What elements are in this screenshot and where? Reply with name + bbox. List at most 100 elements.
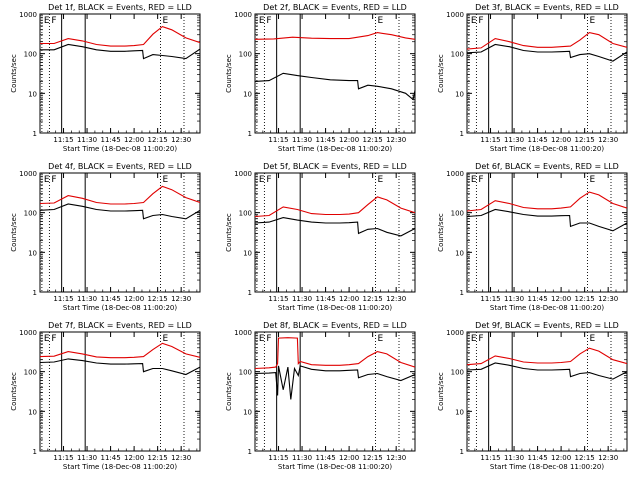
x-tick-label: 12:00 [124, 454, 144, 462]
marker-label: F [478, 16, 483, 26]
series-events [40, 203, 200, 220]
x-tick-label: 12:00 [124, 295, 144, 303]
panel-title: Det 9f, BLACK = Events, RED = LLD [475, 321, 619, 330]
x-tick-label: 11:45 [315, 454, 335, 462]
detector-panel-3: Det 3f, BLACK = Events, RED = LLD 1 10 100 1… [437, 3, 628, 153]
x-tick-label: 11:15 [268, 136, 288, 144]
marker-label: E [589, 334, 595, 344]
x-tick-label: 11:30 [77, 295, 97, 303]
y-tick-label: 10 [455, 90, 464, 98]
x-tick-label: 12:00 [551, 454, 571, 462]
plot-frame [254, 172, 416, 293]
series-events [467, 362, 627, 380]
series-lld [255, 337, 415, 370]
plot-frame [39, 172, 201, 293]
panel-title: Det 3f, BLACK = Events, RED = LLD [475, 3, 619, 12]
marker-label: E [259, 175, 265, 185]
detector-panel-8: Det 8f, BLACK = Events, RED = LLD 1 10 100 1… [225, 321, 416, 471]
detector-panel-4: Det 4f, BLACK = Events, RED = LLD 1 10 100 1… [10, 162, 201, 312]
x-tick-label: 11:45 [527, 454, 547, 462]
x-axis-label: Start Time (18-Dec-08 11:00:20) [63, 304, 177, 312]
y-tick-label: 1 [33, 448, 37, 456]
y-tick-label: 1000 [234, 329, 252, 337]
x-axis-label: Start Time (18-Dec-08 11:00:20) [278, 145, 392, 153]
marker-label: E [377, 334, 383, 344]
x-tick-label: 12:15 [148, 295, 168, 303]
marker-label: E [162, 16, 168, 26]
x-axis-label: Start Time (18-Dec-08 11:00:20) [278, 304, 392, 312]
marker-label: E [377, 16, 383, 26]
y-tick-label: 10 [243, 408, 252, 416]
y-tick-label: 100 [24, 210, 37, 218]
series-lld [467, 32, 627, 50]
marker-label: F [266, 334, 271, 344]
y-tick-label: 10 [455, 408, 464, 416]
x-tick-label: 12:30 [598, 136, 618, 144]
x-tick-label: 11:15 [53, 136, 73, 144]
y-tick-label: 10 [28, 90, 37, 98]
y-tick-label: 1 [33, 130, 37, 138]
plot-frame [254, 331, 416, 452]
x-tick-label: 11:45 [100, 136, 120, 144]
x-tick-label: 12:30 [598, 454, 618, 462]
x-tick-label: 12:15 [575, 454, 595, 462]
x-tick-label: 11:15 [268, 454, 288, 462]
plot-frame [254, 13, 416, 134]
marker-label: E [471, 175, 477, 185]
x-tick-label: 12:00 [551, 136, 571, 144]
panel-title: Det 8f, BLACK = Events, RED = LLD [263, 321, 407, 330]
x-tick-label: 11:30 [77, 136, 97, 144]
x-axis-label: Start Time (18-Dec-08 11:00:20) [490, 463, 604, 471]
x-tick-label: 11:15 [268, 295, 288, 303]
y-tick-label: 1000 [234, 170, 252, 178]
x-axis-label: Start Time (18-Dec-08 11:00:20) [63, 145, 177, 153]
y-axis-label: Counts/sec [437, 213, 445, 252]
marker-label: F [266, 175, 271, 185]
x-tick-label: 12:30 [386, 295, 406, 303]
series-lld [40, 25, 200, 47]
series-lld [467, 347, 627, 366]
y-tick-label: 100 [451, 210, 464, 218]
y-tick-label: 1000 [446, 11, 464, 19]
x-tick-label: 12:30 [171, 454, 191, 462]
x-tick-label: 11:30 [292, 454, 312, 462]
x-tick-label: 11:45 [100, 454, 120, 462]
panel-title: Det 1f, BLACK = Events, RED = LLD [48, 3, 192, 12]
x-tick-label: 12:15 [148, 454, 168, 462]
x-tick-label: 12:15 [363, 454, 383, 462]
panel-title: Det 5f, BLACK = Events, RED = LLD [263, 162, 407, 171]
y-axis-label: Counts/sec [10, 213, 18, 252]
x-tick-label: 11:45 [100, 295, 120, 303]
x-tick-label: 11:15 [53, 454, 73, 462]
detector-panel-1: Det 1f, BLACK = Events, RED = LLD 1 10 100 1… [10, 3, 201, 153]
x-tick-label: 12:00 [124, 136, 144, 144]
x-tick-label: 12:00 [339, 295, 359, 303]
y-tick-label: 1 [33, 289, 37, 297]
marker-label: F [51, 175, 56, 185]
series-events [467, 208, 627, 232]
x-axis-label: Start Time (18-Dec-08 11:00:20) [490, 304, 604, 312]
y-axis-label: Counts/sec [225, 54, 233, 93]
marker-label: E [162, 175, 168, 185]
detector-panel-9: Det 9f, BLACK = Events, RED = LLD 1 10 100 1… [437, 321, 628, 471]
y-tick-label: 100 [451, 51, 464, 59]
y-axis-label: Counts/sec [10, 54, 18, 93]
x-tick-label: 11:45 [527, 295, 547, 303]
y-tick-label: 100 [239, 51, 252, 59]
marker-label: F [478, 334, 483, 344]
series-events [255, 365, 415, 400]
y-tick-label: 1 [248, 130, 252, 138]
y-axis-label: Counts/sec [437, 372, 445, 411]
marker-label: E [44, 16, 50, 26]
y-tick-label: 1000 [234, 11, 252, 19]
x-tick-label: 11:30 [292, 136, 312, 144]
series-lld [255, 196, 415, 218]
x-tick-label: 11:30 [77, 454, 97, 462]
plot-frame [466, 331, 628, 452]
y-tick-label: 10 [28, 408, 37, 416]
series-lld [255, 32, 415, 40]
x-tick-label: 11:30 [292, 295, 312, 303]
detector-panel-2: Det 2f, BLACK = Events, RED = LLD 1 10 100 1… [225, 3, 416, 153]
y-tick-label: 1 [460, 289, 464, 297]
